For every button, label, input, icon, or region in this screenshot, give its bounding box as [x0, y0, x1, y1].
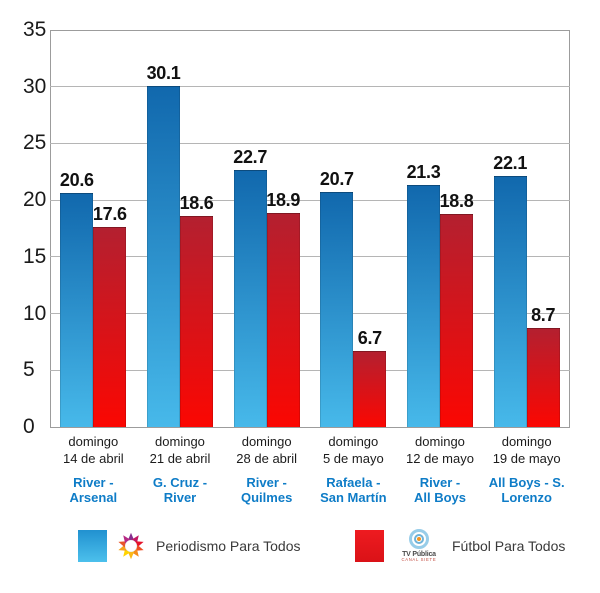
- bar-value-label: 18.8: [439, 190, 474, 211]
- tv-publica-cockade-icon: [409, 528, 429, 549]
- tv-publica-tagline: CANAL SIETE: [401, 557, 437, 562]
- bar-periodismo: [320, 192, 354, 427]
- bar-futbol: [440, 213, 473, 427]
- bar-value-label: 20.6: [59, 170, 94, 191]
- category-day: domingo: [155, 434, 205, 449]
- y-axis-tick-label: 35: [23, 18, 47, 41]
- category-matchup: Rafaela - San Martín: [320, 475, 387, 505]
- legend-item-futbol: TV Pública CANAL SIETE Fútbol Para Todos: [355, 528, 565, 564]
- gridline: [50, 142, 570, 144]
- y-axis-tick-label: 20: [23, 188, 47, 212]
- category-label: domingo 5 de mayo Rafaela - San Martín: [310, 431, 397, 505]
- gridline: [50, 199, 570, 201]
- eltrece-sun-icon: [118, 532, 144, 560]
- category-matchup: River - Arsenal: [69, 475, 118, 505]
- legend-label-periodismo: Periodismo Para Todos: [156, 538, 301, 554]
- category-label: domingo 19 de mayo All Boys - S. Lorenzo: [483, 431, 570, 505]
- gridline: [50, 86, 570, 88]
- blue-series-swatch: [78, 530, 107, 562]
- gridline: [50, 256, 570, 258]
- category-date: 21 de abril: [149, 451, 211, 466]
- y-axis-tick-label: 5: [23, 358, 35, 382]
- tv-publica-wordmark: TV Pública: [402, 550, 436, 558]
- bar-value-label: 6.7: [357, 328, 382, 348]
- bar-futbol: [353, 351, 387, 427]
- category-date: 12 de mayo: [406, 451, 474, 466]
- y-axis-tick-label: 10: [23, 301, 47, 325]
- bar-value-label: 18.6: [179, 193, 214, 214]
- y-axis-tick-label: 0: [23, 415, 35, 438]
- bar-value-label: 21.3: [406, 162, 441, 183]
- gridline: [50, 369, 570, 371]
- category-date: 19 de mayo: [492, 451, 561, 466]
- legend-item-periodismo: Periodismo Para Todos: [78, 528, 300, 564]
- category-date: 14 de abril: [62, 451, 124, 466]
- category-date: 5 de mayo: [322, 451, 384, 466]
- tv-publica-cockade-center-dot: [417, 536, 421, 541]
- tv-publica-cockade-mid-ring: [414, 533, 424, 544]
- category-label: domingo 28 de abril River - Quilmes: [223, 431, 310, 505]
- bar-futbol: [180, 216, 213, 427]
- bar-value-label: 18.9: [266, 189, 301, 210]
- legend-label-futbol: Fútbol Para Todos: [452, 538, 566, 554]
- category-day: domingo: [241, 434, 292, 449]
- category-day: domingo: [328, 434, 379, 449]
- bar-periodismo: [60, 193, 94, 427]
- y-axis-tick-label: 15: [23, 244, 47, 268]
- category-day: domingo: [415, 434, 465, 449]
- category-matchup: G. Cruz - River: [152, 475, 208, 505]
- bar-value-label: 20.7: [319, 169, 354, 190]
- bar-value-label: 22.7: [233, 146, 268, 167]
- bar-value-label: 30.1: [146, 62, 181, 83]
- bar-periodismo: [493, 176, 527, 427]
- category-matchup: River - Quilmes: [241, 475, 293, 505]
- y-axis-tick-label: 25: [23, 131, 47, 155]
- category-matchup: All Boys - S. Lorenzo: [488, 475, 565, 505]
- bar-futbol: [93, 227, 127, 427]
- bar-value-label: 17.6: [92, 204, 127, 225]
- category-matchup: River - All Boys: [413, 475, 466, 505]
- bar-value-label: 8.7: [531, 305, 556, 326]
- red-series-swatch: [355, 530, 384, 562]
- bar-periodismo: [147, 85, 180, 427]
- bar-value-label: 22.1: [493, 153, 528, 174]
- category-label: domingo 12 de mayo River - All Boys: [397, 431, 484, 505]
- bar-futbol: [266, 212, 300, 427]
- category-day: domingo: [501, 434, 552, 449]
- category-label: domingo 14 de abril River - Arsenal: [50, 431, 137, 505]
- plot-area: [50, 30, 570, 428]
- y-axis-tick-label: 30: [23, 74, 47, 98]
- category-day: domingo: [68, 434, 119, 449]
- category-label: domingo 21 de abril G. Cruz - River: [137, 431, 224, 505]
- gridline: [50, 313, 570, 315]
- category-date: 28 de abril: [236, 451, 298, 466]
- bar-periodismo: [407, 185, 440, 427]
- tv-publica-logo: TV Pública CANAL SIETE: [397, 528, 441, 564]
- bar-futbol: [526, 328, 560, 427]
- bar-periodismo: [233, 169, 267, 427]
